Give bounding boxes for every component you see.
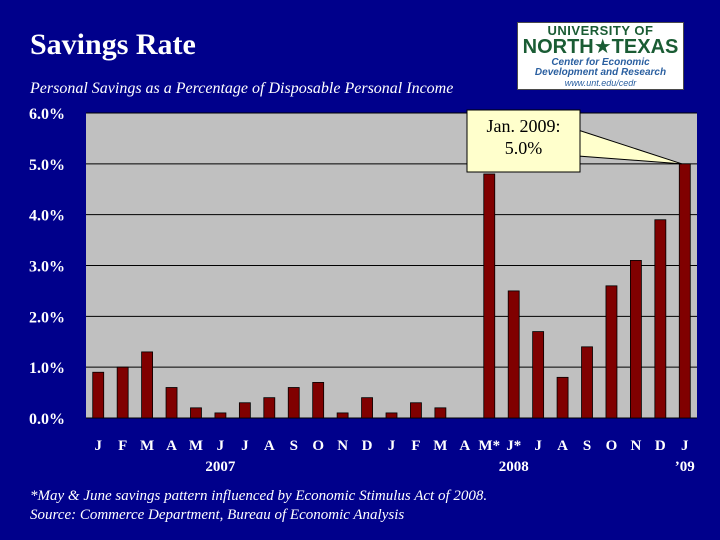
bar [532, 331, 545, 419]
y-tick-label: 3.0% [29, 259, 65, 276]
bar [190, 407, 202, 419]
chart-title: Savings Rate [30, 28, 196, 61]
bar [116, 366, 129, 419]
x-tick-label: S [583, 438, 591, 454]
y-tick-label: 6.0% [29, 106, 65, 123]
x-tick-label: J [388, 438, 396, 454]
bar [214, 412, 227, 419]
bar [605, 285, 618, 419]
x-tick-label: J [534, 438, 542, 454]
x-tick-label: O [312, 438, 324, 454]
footnote-source: Source: Commerce Department, Bureau of E… [30, 507, 405, 523]
callout-label-line1: Jan. 2009: [487, 116, 561, 136]
x-tick-label: F [411, 438, 420, 454]
logo-url: www.unt.edu/cedr [564, 78, 637, 88]
y-tick-label: 2.0% [29, 309, 65, 326]
year-label: 2007 [205, 459, 236, 475]
x-tick-label: M* [478, 438, 500, 454]
bar [678, 163, 691, 419]
logo-north-texas: NORTH★TEXAS [522, 36, 679, 58]
bar [92, 371, 105, 419]
x-tick-label: A [166, 438, 177, 454]
bar [556, 376, 569, 419]
bar [507, 290, 520, 419]
bar [410, 402, 422, 419]
bar [287, 387, 300, 419]
bar [263, 397, 276, 419]
bar [312, 382, 325, 419]
bar [238, 402, 251, 419]
bar [581, 346, 593, 419]
unt-logo: UNIVERSITY OF NORTH★TEXAS Center for Eco… [517, 22, 684, 90]
x-tick-label: D [655, 438, 666, 454]
bar [434, 407, 447, 419]
x-tick-label: A [459, 438, 470, 454]
x-tick-label: A [264, 438, 275, 454]
year-label: 2008 [499, 459, 529, 475]
logo-university-of: UNIVERSITY OF [547, 23, 654, 38]
callout-box [466, 109, 581, 173]
y-tick-label: 4.0% [29, 208, 65, 225]
bar [483, 173, 496, 419]
chart-subtitle: Personal Savings as a Percentage of Disp… [30, 80, 454, 97]
y-tick-label: 0.0% [29, 411, 65, 428]
x-tick-label: N [630, 438, 641, 454]
x-tick-label: N [337, 438, 348, 454]
bar [361, 397, 373, 419]
y-tick-label: 1.0% [29, 360, 65, 377]
bar [630, 260, 642, 419]
y-tick-label: 5.0% [29, 157, 65, 174]
year-label: ’09 [675, 459, 695, 475]
bar [654, 219, 667, 419]
bar [336, 412, 349, 419]
x-tick-label: D [362, 438, 373, 454]
bar [141, 351, 154, 419]
x-tick-label: J [241, 438, 249, 454]
x-tick-label: F [118, 438, 127, 454]
x-tick-label: J [94, 438, 102, 454]
logo-development-line: Development and Research [534, 67, 667, 78]
footnote-stimulus: *May & June savings pattern influenced b… [30, 488, 488, 504]
x-tick-label: M [433, 438, 447, 454]
x-tick-label: S [290, 438, 298, 454]
x-tick-label: J* [506, 438, 521, 454]
logo-center-line: Center for Economic [551, 57, 650, 68]
bar [165, 387, 178, 419]
callout-label-line2: 5.0% [505, 138, 543, 158]
x-tick-label: M [140, 438, 154, 454]
x-tick-label: M [189, 438, 203, 454]
x-tick-label: O [606, 438, 618, 454]
x-tick-label: J [217, 438, 225, 454]
x-tick-label: A [557, 438, 568, 454]
bar [385, 412, 398, 419]
x-tick-label: J [681, 438, 689, 454]
